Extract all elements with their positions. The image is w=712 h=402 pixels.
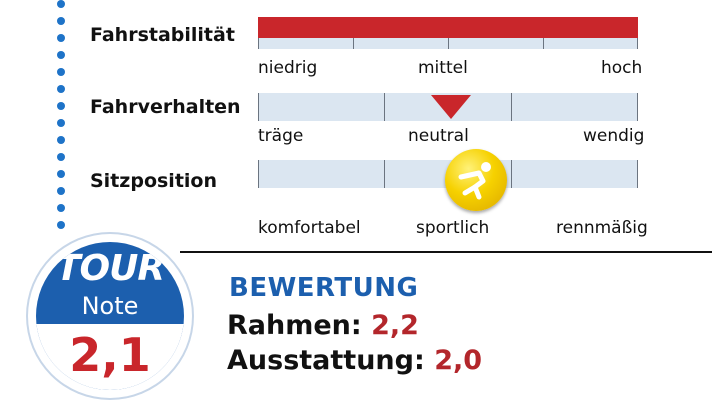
row-label-position: Sitzposition [90, 170, 217, 192]
rating-equipment: Ausstattung: 2,0 [227, 345, 482, 376]
divider-line [180, 251, 712, 253]
tour-logo: TOUR [55, 248, 165, 289]
tick-komfortabel: komfortabel [258, 218, 361, 238]
dotted-line [57, 0, 67, 240]
tick-hoch: hoch [601, 58, 643, 78]
badge-grade-value: 2,1 [69, 328, 151, 382]
tick-sportlich: sportlich [416, 218, 490, 238]
stability-scale [258, 38, 638, 49]
row-label-handling: Fahrverhalten [90, 96, 241, 118]
frame-value: 2,2 [371, 310, 419, 341]
equipment-value: 2,0 [434, 345, 483, 376]
tick-niedrig: niedrig [258, 58, 318, 78]
tour-grade-badge: TOUR Note 2,1 [28, 234, 192, 398]
cyclist-icon [445, 149, 507, 211]
badge-note-label: Note [81, 292, 139, 320]
tick-wendig: wendig [583, 126, 645, 146]
red-triangle-icon [431, 95, 471, 119]
tick-rennmaessig: rennmäßig [556, 218, 648, 238]
row-label-stability: Fahrstabilität [90, 24, 235, 46]
frame-label: Rahmen: [227, 310, 362, 341]
rating-frame: Rahmen: 2,2 [227, 310, 419, 341]
tick-neutral: neutral [408, 126, 469, 146]
tick-traege: träge [258, 126, 304, 146]
tick-mittel: mittel [418, 58, 468, 78]
stability-bar [258, 17, 638, 38]
equipment-label: Ausstattung: [227, 345, 425, 376]
rating-title: BEWERTUNG [229, 273, 419, 303]
